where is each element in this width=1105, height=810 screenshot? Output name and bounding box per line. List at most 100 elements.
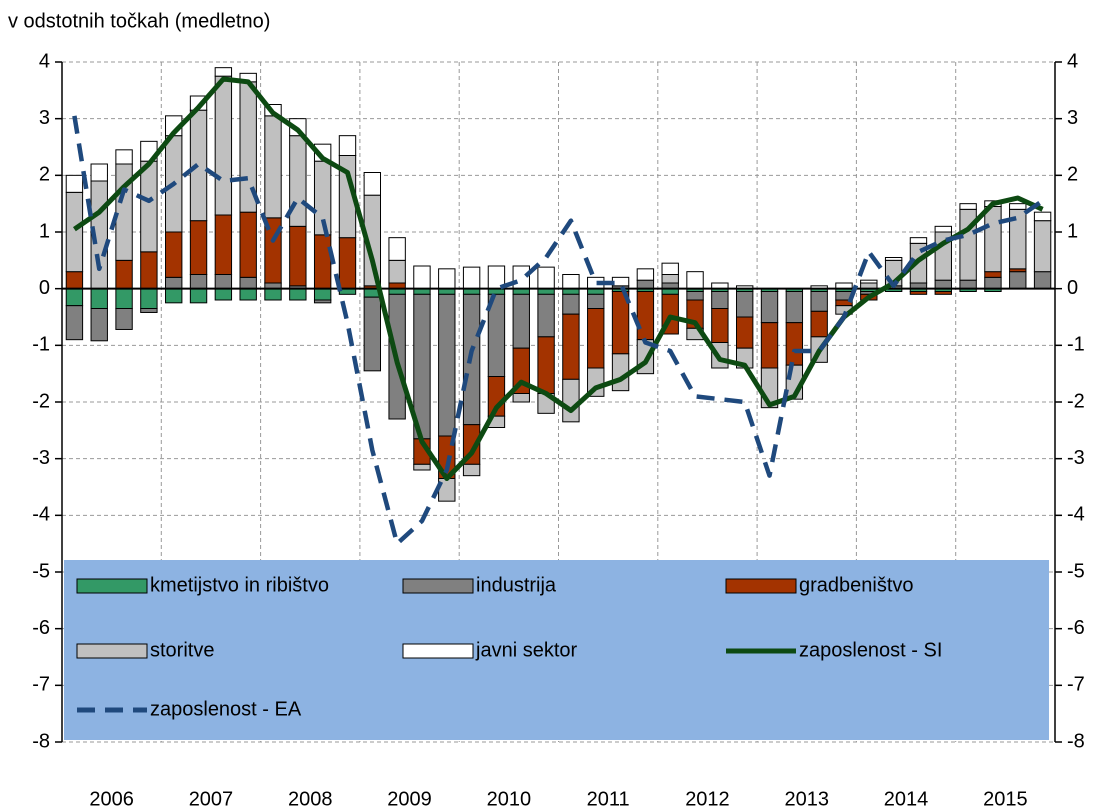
y2-tick-label: -6 — [1067, 617, 1085, 639]
y2-tick-label: 3 — [1067, 107, 1078, 129]
bar-segment — [636, 279, 655, 290]
x-tick-label: 2015 — [983, 788, 1028, 810]
bar-segment — [165, 276, 183, 290]
bar-segment — [959, 203, 977, 210]
bar-segment — [909, 237, 928, 244]
bar-segment — [289, 135, 307, 227]
bar-segment — [189, 220, 208, 276]
y2-tick-label: 1 — [1067, 220, 1078, 242]
y-tick-label: -2 — [32, 390, 50, 412]
y2-tick-label: -5 — [1067, 560, 1085, 582]
bar-segment — [1033, 211, 1052, 222]
bar-segment — [735, 291, 754, 318]
bar-segment — [735, 316, 754, 349]
legend-label: industrija — [476, 574, 557, 596]
bar-segment — [537, 336, 555, 395]
bar-segment — [537, 266, 555, 290]
bar-segment — [562, 313, 580, 380]
bar-segment — [636, 268, 655, 281]
bar-segment — [65, 288, 84, 307]
bar-segment — [1009, 203, 1027, 210]
y-tick-label: 3 — [39, 107, 50, 129]
x-tick-label: 2007 — [189, 788, 234, 810]
bar-segment — [438, 268, 456, 290]
legend-label: gradbeništvo — [799, 574, 914, 596]
bar-segment — [760, 322, 779, 369]
bar-segment — [636, 291, 655, 341]
bar-segment — [115, 288, 133, 309]
y-tick-label: 4 — [39, 50, 50, 72]
bar-segment — [65, 271, 84, 290]
y2-tick-label: 4 — [1067, 50, 1078, 72]
bar-segment — [338, 237, 357, 290]
bar-segment — [462, 463, 481, 477]
bar-segment — [959, 279, 977, 290]
bar-segment — [140, 251, 158, 290]
bar-segment — [413, 265, 431, 290]
bar-segment — [313, 234, 332, 290]
bar-segment — [214, 75, 233, 216]
bar-segment — [909, 291, 928, 295]
bar-segment — [90, 163, 108, 182]
bar-segment — [214, 214, 233, 275]
bar-segment — [785, 291, 804, 324]
bar-segment — [363, 296, 382, 372]
line-series — [72, 76, 1044, 481]
bar-segment — [239, 276, 257, 290]
bar-segment — [512, 393, 530, 403]
x-tick-label: 2009 — [387, 788, 432, 810]
bar-segment — [264, 115, 282, 219]
bar-segment — [462, 266, 481, 290]
x-tick-label: 2013 — [785, 788, 830, 810]
bar-segment — [239, 288, 257, 301]
bar-segment — [562, 274, 580, 290]
y-tick-label: -6 — [32, 617, 50, 639]
bar-segment — [438, 293, 456, 437]
bar-segment — [661, 274, 679, 284]
bar-segment — [587, 293, 605, 310]
bar-segment — [810, 291, 828, 312]
x-tick-label: 2008 — [288, 788, 333, 810]
bar-segment — [214, 67, 233, 77]
y2-tick-label: -7 — [1067, 674, 1085, 696]
bar-segment — [611, 276, 630, 287]
y2-tick-label: -4 — [1067, 504, 1085, 526]
bar-segment — [115, 308, 133, 330]
line-series — [72, 115, 1044, 546]
bar-segment — [686, 291, 704, 301]
bar-segment — [1033, 271, 1052, 290]
bar-segment — [810, 310, 828, 338]
x-tick-label: 2010 — [487, 788, 532, 810]
bar-segment — [140, 288, 158, 309]
bar-segment — [711, 291, 729, 309]
y-tick-label: -5 — [32, 560, 50, 582]
bar-segment — [537, 293, 555, 338]
y-tick-label: -8 — [32, 730, 50, 752]
legend-box — [64, 560, 1049, 740]
bar-segment — [388, 259, 406, 284]
y2-tick-label: 2 — [1067, 164, 1078, 186]
bar-segment — [587, 308, 605, 369]
bar-segment — [65, 305, 84, 341]
bar-segment — [289, 225, 307, 287]
bar-segment — [1009, 271, 1027, 290]
bar-segment — [90, 308, 108, 342]
x-tick-label: 2012 — [685, 788, 730, 810]
y2-tick-label: -3 — [1067, 447, 1085, 469]
bar-segment — [388, 237, 406, 261]
axis-label: v odstotnih točkah (medletno) — [8, 10, 270, 32]
bar-segment — [165, 231, 183, 278]
bar-segment — [661, 262, 679, 275]
legend-swatch — [76, 578, 148, 594]
bar-segment — [189, 109, 208, 222]
bar-segment — [413, 463, 431, 471]
bar-segment — [264, 288, 282, 301]
legend-swatch — [402, 643, 474, 659]
y-tick-label: 1 — [39, 220, 50, 242]
y-tick-label: -4 — [32, 504, 50, 526]
bar-segment — [934, 291, 952, 295]
y-tick-label: -1 — [32, 334, 50, 356]
bar-segment — [313, 288, 332, 301]
y2-tick-label: 0 — [1067, 277, 1078, 299]
bar-segment — [984, 206, 1002, 273]
